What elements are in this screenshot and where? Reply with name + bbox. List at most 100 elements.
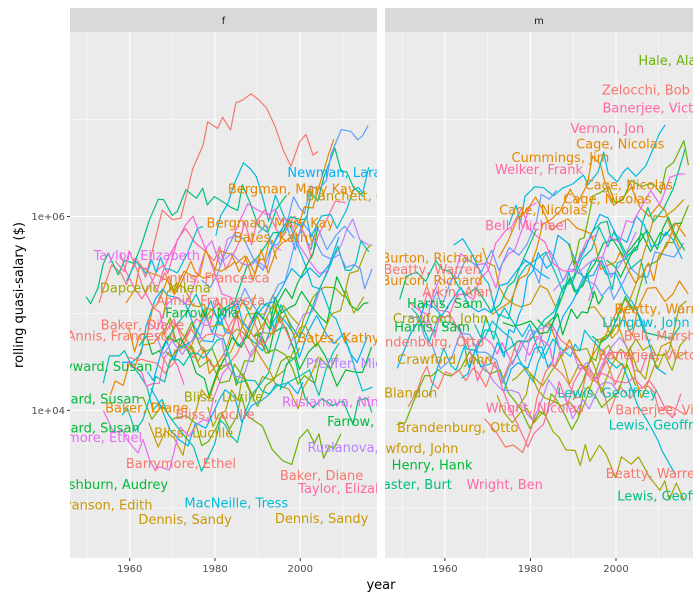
name-label: Vernon, Jon	[571, 122, 645, 137]
series-line	[422, 292, 647, 448]
series-line	[201, 125, 369, 288]
name-label: Bliss, Lucille	[175, 408, 254, 423]
name-label: Taylor, Elizabeth	[297, 482, 404, 497]
name-label: Barrymore, Ethel	[126, 457, 236, 472]
series-lines	[396, 124, 690, 501]
series-line	[428, 297, 561, 397]
name-label: Bates, Kathy	[297, 332, 380, 347]
series-line	[587, 198, 685, 339]
series-line	[146, 236, 340, 382]
series-line	[128, 139, 335, 353]
name-label: Welker, Frank	[495, 163, 583, 178]
series-line	[165, 321, 339, 386]
name-label: Lewis, Geoffrey	[617, 489, 700, 504]
name-label: Cage, Nicolas	[576, 138, 665, 153]
name-label: Bliss, Lucille	[154, 426, 233, 441]
name-label: Dapcevic, Milena	[100, 282, 211, 297]
name-labels: Newman, Lara Bergman, Mary KayBlanchett, …	[32, 166, 413, 528]
name-label: Bell, Michael	[485, 219, 567, 234]
series-line	[215, 162, 373, 392]
series-line	[558, 323, 687, 399]
name-label: Baker, Diane	[101, 319, 184, 334]
series-line	[139, 215, 238, 309]
series-line	[496, 394, 685, 501]
series-line	[279, 357, 373, 426]
series-line	[119, 200, 346, 300]
name-label: Bell, Marshall	[624, 329, 700, 344]
name-label: Taylor, Elizabeth	[93, 249, 200, 264]
gridlines	[385, 32, 693, 558]
series-line	[85, 184, 287, 305]
series-line	[148, 203, 328, 331]
name-label: Barrymore, Ethel	[32, 431, 142, 446]
x-tick-label: 1980	[518, 564, 543, 575]
x-tick-label: 2000	[603, 564, 628, 575]
series-line	[254, 326, 373, 387]
panel-f: f Newman, Lara Bergman, Mary KayBlanchett…	[32, 8, 413, 558]
series-line	[502, 260, 667, 393]
name-label: Bates, Kathy	[234, 231, 317, 246]
series-line	[158, 316, 291, 369]
strip-label: m	[534, 16, 544, 27]
name-label: Ruslanova, Nina	[282, 396, 387, 411]
axes: 1960 1980 2000 1960 1980 2000 1e+04 1e+06	[31, 212, 628, 575]
name-label: Annis, Francesca	[67, 329, 176, 344]
series-line	[155, 315, 264, 379]
series-line	[162, 283, 221, 328]
name-label: Bliss, Lucille	[184, 391, 263, 406]
name-label: Zelocchi, Bob	[602, 83, 690, 98]
series-line	[408, 207, 598, 339]
series-line	[396, 351, 637, 431]
name-label: Cage, Nicolas	[585, 178, 674, 193]
name-label: Banerjee, Victor	[598, 348, 700, 363]
strip-label: f	[222, 16, 226, 27]
series-line	[461, 213, 683, 379]
series-line	[561, 148, 686, 291]
series-line	[606, 216, 686, 278]
name-labels: Hale, Alan Zelocchi, Bob Banerjee, Victor V…	[381, 54, 700, 504]
series-line	[428, 189, 558, 311]
strip-background	[385, 8, 693, 32]
name-label: Ruslanova, Nina	[308, 441, 413, 456]
series-line	[453, 238, 677, 476]
name-label: Burton, Richard	[381, 274, 482, 289]
panel-m: m Hale, Alan Zelocchi, Bob Banerjee, Victo…	[381, 8, 700, 558]
name-label: Wright, Nicolas	[486, 401, 584, 416]
series-line	[269, 276, 369, 324]
name-label: Hayward, Susan	[47, 360, 152, 375]
x-axis-title: year	[366, 578, 396, 593]
series-line	[568, 140, 689, 267]
name-label: Brandenburg, Otto	[397, 421, 519, 436]
name-label: Annis, Francesca	[156, 294, 265, 309]
name-label: Newman, Lara	[287, 166, 381, 181]
series-line	[552, 231, 637, 292]
name-label: Dennis, Sandy	[138, 513, 232, 528]
series-line	[161, 317, 301, 407]
y-axis-title: rolling quasi-salary ($)	[12, 222, 27, 368]
name-label: Banerjee, Victor	[615, 403, 700, 418]
name-label: Burton, Richard	[381, 251, 482, 266]
name-label: Blanchett, Cate	[305, 190, 406, 205]
name-label: Beatty, Warren	[606, 467, 700, 482]
name-label: Blandon	[384, 386, 437, 401]
series-line	[138, 225, 319, 397]
series-line	[234, 225, 355, 320]
series-line	[230, 147, 364, 315]
name-label: Harris, Sam	[394, 320, 470, 335]
series-line	[267, 167, 370, 256]
series-line	[257, 221, 373, 290]
x-tick-label: 1980	[202, 564, 227, 575]
name-label: Dennis, Sandy	[275, 512, 369, 527]
name-label: Lithgow, John	[602, 316, 690, 331]
name-label: Arkin, Alan	[422, 285, 493, 300]
series-line	[482, 247, 557, 308]
series-line	[98, 93, 319, 304]
name-label: Washburn, Audrey	[49, 478, 169, 493]
series-line	[524, 325, 628, 380]
name-label: Bergman, Mary Kay	[228, 183, 356, 198]
name-label: Baker, Diane	[280, 469, 363, 484]
name-label: Cage, Nicolas	[563, 192, 652, 207]
series-line	[150, 381, 304, 447]
series-line	[396, 260, 550, 369]
